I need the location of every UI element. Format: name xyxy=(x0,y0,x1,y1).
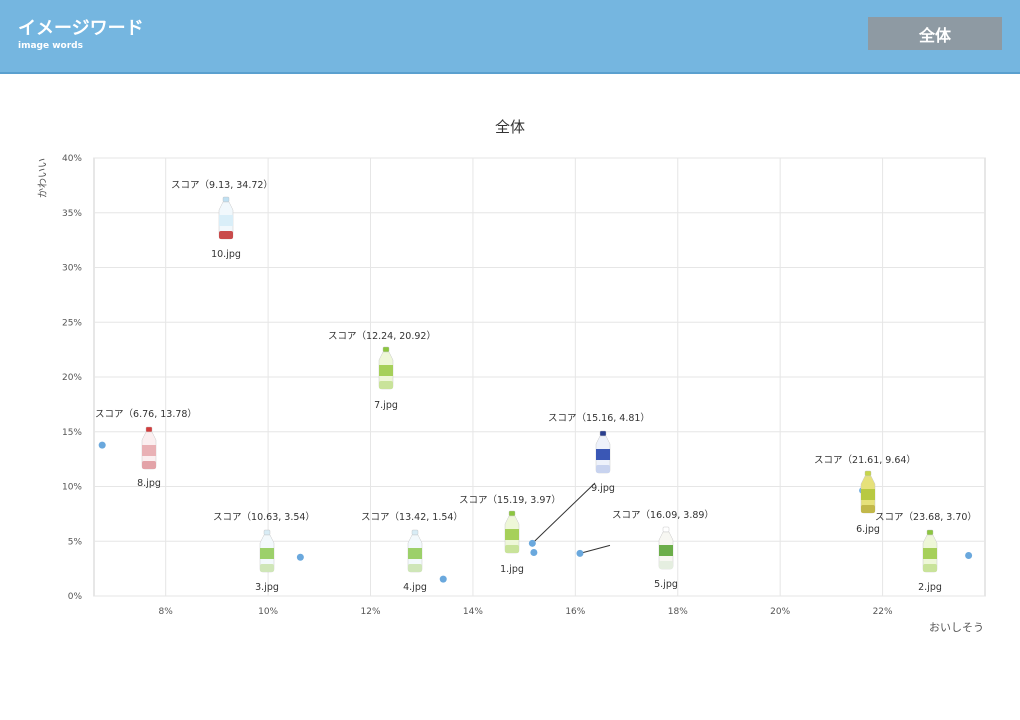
score-label: スコア（16.09, 3.89） xyxy=(612,509,714,521)
bottle-callout[interactable]: スコア（9.13, 34.72） 10.jpg xyxy=(171,179,273,260)
score-label: スコア（15.16, 4.81） xyxy=(548,412,650,424)
filter-all-button[interactable]: 全体 xyxy=(868,17,1002,50)
file-name-label: 3.jpg xyxy=(255,582,279,593)
bottle-callout[interactable]: スコア（12.24, 20.92） 7.jpg xyxy=(328,330,436,411)
bottle-thumbnail xyxy=(259,529,275,573)
file-name-label: 9.jpg xyxy=(591,483,615,494)
file-name-label: 7.jpg xyxy=(374,400,398,411)
score-label: スコア（10.63, 3.54） xyxy=(213,511,315,523)
bottle-thumbnail xyxy=(141,426,157,470)
bottle-thumbnail xyxy=(658,526,674,570)
score-label: スコア（13.42, 1.54） xyxy=(361,511,463,523)
data-point[interactable] xyxy=(576,549,584,557)
x-axis-label: おいしそう xyxy=(929,621,984,634)
file-name-label: 1.jpg xyxy=(500,564,524,575)
x-tick-label: 16% xyxy=(565,607,585,617)
label-connectors xyxy=(531,482,611,554)
bottle-thumbnail xyxy=(218,196,234,240)
x-tick-label: 14% xyxy=(463,607,483,617)
y-tick-label: 15% xyxy=(62,428,82,438)
bottle-thumbnail xyxy=(407,529,423,573)
page-subtitle: image words xyxy=(18,41,83,51)
y-tick-label: 0% xyxy=(68,592,83,602)
bottle-callout[interactable]: スコア（15.16, 4.81） 9.jpg xyxy=(548,412,650,494)
chart-axes: 8% 10% 12% 14% 16% 18% 20% 22% 0% 5% 10% 15% 20% 25% 3… xyxy=(62,154,893,617)
bottle-thumbnail xyxy=(595,430,611,474)
score-label: スコア（21.61, 9.64） xyxy=(814,454,916,466)
scatter-chart: 全体 8% 10% 12% 14% 16% 18% 20% 22% 0% 5% 10% 15% 20% 2… xyxy=(0,110,1020,670)
y-tick-label: 20% xyxy=(62,373,82,383)
y-tick-label: 5% xyxy=(68,537,83,547)
y-tick-label: 25% xyxy=(62,318,82,328)
bottle-thumbnail xyxy=(504,510,520,554)
data-point[interactable] xyxy=(98,441,106,449)
data-point[interactable] xyxy=(965,551,973,559)
y-tick-label: 40% xyxy=(62,154,82,164)
x-tick-label: 20% xyxy=(770,607,790,617)
label-connector xyxy=(579,544,611,554)
app-header: イメージワード image words 全体 xyxy=(0,0,1020,74)
bottle-callout[interactable]: スコア（13.42, 1.54） 4.jpg xyxy=(361,511,463,593)
x-tick-label: 10% xyxy=(258,607,278,617)
score-label: スコア（15.19, 3.97） xyxy=(459,494,561,506)
file-name-label: 8.jpg xyxy=(137,478,161,489)
bottle-callout[interactable]: スコア（23.68, 3.70） 2.jpg xyxy=(875,511,977,593)
label-connector xyxy=(531,482,596,544)
data-point[interactable] xyxy=(439,575,447,583)
bottle-thumbnail xyxy=(860,470,876,514)
chart-title: 全体 xyxy=(495,118,525,136)
file-name-label: 2.jpg xyxy=(918,582,942,593)
x-tick-label: 12% xyxy=(361,607,381,617)
page-title: イメージワード xyxy=(18,18,144,39)
file-name-label: 4.jpg xyxy=(403,582,427,593)
chart-grid xyxy=(93,157,986,597)
bottle-callout[interactable]: スコア（21.61, 9.64） 6.jpg xyxy=(814,454,916,535)
bottle-callout[interactable]: スコア（15.19, 3.97） 1.jpg xyxy=(459,494,561,575)
score-label: スコア（6.76, 13.78） xyxy=(95,408,197,420)
bottle-callout[interactable]: スコア（16.09, 3.89） 5.jpg xyxy=(612,509,714,590)
score-label: スコア（9.13, 34.72） xyxy=(171,179,273,191)
file-name-label: 6.jpg xyxy=(856,524,880,535)
bottle-thumbnail xyxy=(922,529,938,573)
data-point[interactable] xyxy=(530,549,538,557)
file-name-label: 5.jpg xyxy=(654,579,678,590)
score-label: スコア（23.68, 3.70） xyxy=(875,511,977,523)
x-tick-label: 18% xyxy=(668,607,688,617)
y-tick-label: 30% xyxy=(62,264,82,274)
chart-callouts: スコア（15.19, 3.97） 1.jpg スコア（23.68, 3.70） 2.j… xyxy=(95,179,977,593)
y-axis-label: かわいい xyxy=(37,158,49,198)
bottle-thumbnail xyxy=(378,346,394,390)
y-tick-label: 10% xyxy=(62,483,82,493)
chart-svg: 全体 8% 10% 12% 14% 16% 18% 20% 22% 0% 5% 10% 15% 20% 2… xyxy=(37,118,986,634)
y-tick-label: 35% xyxy=(62,209,82,219)
score-label: スコア（12.24, 20.92） xyxy=(328,330,436,342)
data-point[interactable] xyxy=(528,539,536,547)
data-point[interactable] xyxy=(296,553,304,561)
file-name-label: 10.jpg xyxy=(211,249,241,260)
x-tick-label: 22% xyxy=(873,607,893,617)
bottle-callout[interactable]: スコア（6.76, 13.78） 8.jpg xyxy=(95,408,197,489)
x-tick-label: 8% xyxy=(159,607,174,617)
bottle-callout[interactable]: スコア（10.63, 3.54） 3.jpg xyxy=(213,511,315,593)
